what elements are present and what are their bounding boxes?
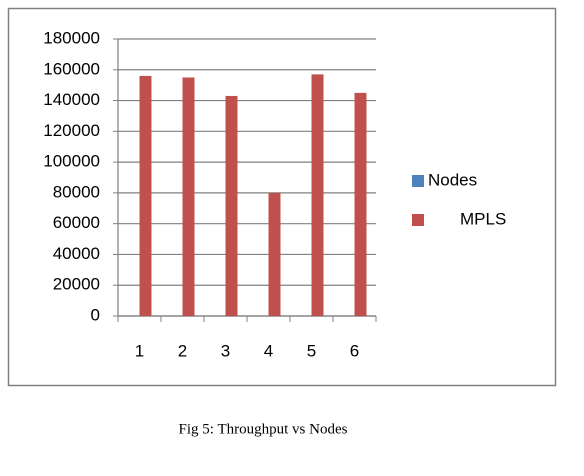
- y-tick-label: 0: [91, 305, 100, 324]
- y-tick-label: 180000: [43, 28, 100, 47]
- y-tick-label: 120000: [43, 121, 100, 140]
- chart-border: [7, 7, 557, 387]
- caption: Fig 5: Throughput vs Nodes: [179, 421, 348, 437]
- x-tick-label: 6: [350, 341, 359, 360]
- bar: [311, 74, 324, 317]
- y-tick-label: 160000: [43, 59, 100, 78]
- x-tick-label: 3: [221, 341, 230, 360]
- x-tick-label: 5: [307, 341, 316, 360]
- y-tick-label: 100000: [43, 152, 100, 171]
- legend-label: Nodes: [428, 170, 477, 189]
- legend-swatch: [412, 214, 424, 226]
- bar: [182, 77, 195, 316]
- x-tick-label: 2: [178, 341, 187, 360]
- legend-swatch: [412, 175, 424, 187]
- bar: [225, 95, 238, 316]
- y-tick-label: 60000: [53, 213, 100, 232]
- x-tick-label: 4: [264, 341, 273, 360]
- y-tick-label: 40000: [53, 244, 100, 263]
- y-tick-label: 20000: [53, 275, 100, 294]
- bar: [268, 192, 281, 316]
- y-tick-label: 140000: [43, 90, 100, 109]
- bar: [139, 75, 152, 316]
- y-tick-label: 80000: [53, 182, 100, 201]
- bar: [354, 92, 367, 316]
- legend-label: MPLS: [460, 209, 506, 228]
- x-tick-label: 1: [135, 341, 144, 360]
